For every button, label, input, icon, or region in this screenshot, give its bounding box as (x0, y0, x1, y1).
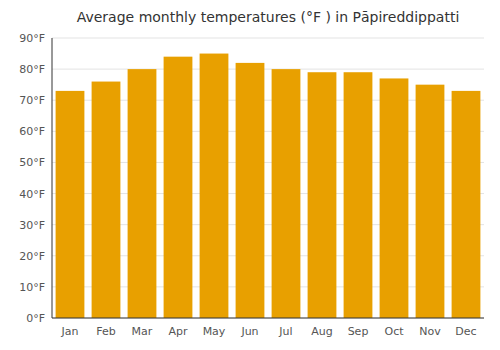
bar (164, 57, 193, 318)
grid (52, 38, 484, 318)
y-tick-label: 20°F (19, 250, 45, 263)
x-tick-label: Jan (61, 325, 79, 338)
x-tick-label: Nov (419, 325, 441, 338)
bars (56, 54, 481, 318)
y-tick-label: 40°F (19, 188, 45, 201)
y-tick-label: 10°F (19, 281, 45, 294)
y-tick-label: 0°F (26, 312, 45, 325)
bar (416, 85, 445, 318)
x-tick-label: May (203, 325, 226, 338)
x-axis-line (52, 318, 484, 319)
chart-title: Average monthly temperatures (°F ) in Pā… (77, 9, 460, 25)
bar (128, 69, 157, 318)
y-tick-label: 70°F (19, 94, 45, 107)
y-tick-label: 50°F (19, 156, 45, 169)
bar (236, 63, 265, 318)
x-tick-label: Feb (96, 325, 115, 338)
bar (56, 91, 85, 318)
grid-line (52, 318, 484, 319)
bar (380, 78, 409, 318)
grid-line (52, 38, 484, 39)
x-tick-label: Aug (311, 325, 332, 338)
y-tick-label: 30°F (19, 219, 45, 232)
y-tick-label: 60°F (19, 125, 45, 138)
x-tick-label: Jun (240, 325, 258, 338)
bar (200, 54, 229, 318)
bar (452, 91, 481, 318)
x-tick-label: Mar (132, 325, 153, 338)
chart-svg: Average monthly temperatures (°F ) in Pā… (0, 0, 500, 350)
x-tick-label: Sep (348, 325, 369, 338)
y-tick-label: 80°F (19, 63, 45, 76)
chart-container: Average monthly temperatures (°F ) in Pā… (0, 0, 500, 350)
x-tick-label: Apr (168, 325, 188, 338)
bar (344, 72, 373, 318)
y-axis-line (52, 38, 53, 318)
x-tick-label: Oct (384, 325, 404, 338)
x-tick-label: Jul (278, 325, 292, 338)
x-tick-label: Dec (455, 325, 476, 338)
bar (272, 69, 301, 318)
grid-line (52, 69, 484, 70)
bar (92, 82, 121, 318)
y-tick-label: 90°F (19, 32, 45, 45)
bar (308, 72, 337, 318)
